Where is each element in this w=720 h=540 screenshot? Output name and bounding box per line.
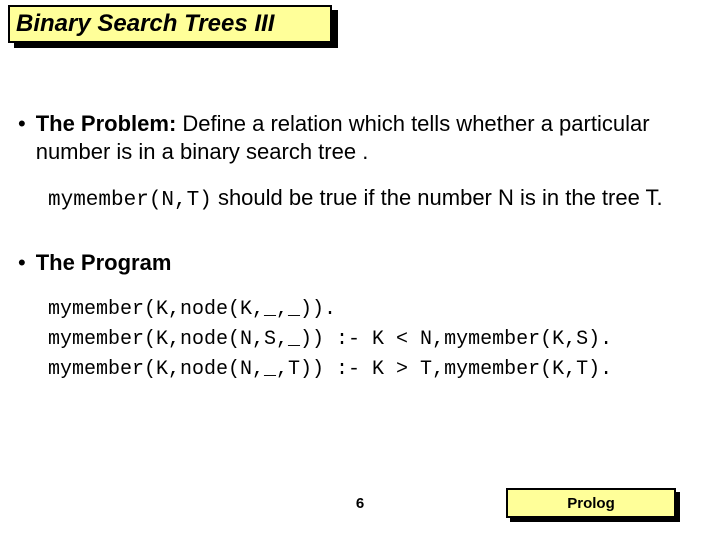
problem-label: The Problem: bbox=[36, 111, 177, 136]
code-line-3: mymember(K,node(N,_,T)) :- K > T,mymembe… bbox=[48, 358, 612, 381]
program-label: The Program bbox=[36, 249, 172, 277]
program-code: mymember(K,node(K,_,_)). mymember(K,node… bbox=[48, 295, 702, 385]
slide-title: Binary Search Trees III bbox=[16, 10, 274, 38]
bullet-problem: • The Problem: Define a relation which t… bbox=[18, 110, 702, 166]
title-box: Binary Search Trees III bbox=[8, 5, 332, 43]
bullet-problem-text: The Problem: Define a relation which tel… bbox=[36, 110, 702, 166]
content-area: • The Problem: Define a relation which t… bbox=[18, 110, 702, 385]
bullet-marker: • bbox=[18, 249, 26, 277]
problem-detail: mymember(N,T) should be true if the numb… bbox=[48, 184, 702, 215]
code-line-1: mymember(K,node(K,_,_)). bbox=[48, 298, 336, 321]
mymember-code: mymember(N,T) bbox=[48, 189, 212, 212]
code-line-2: mymember(K,node(N,S,_)) :- K < N,mymembe… bbox=[48, 328, 612, 351]
mymember-desc: should be true if the number N is in the… bbox=[212, 185, 663, 210]
bullet-program: • The Program bbox=[18, 249, 702, 277]
footer-label: Prolog bbox=[567, 495, 615, 512]
bullet-marker: • bbox=[18, 110, 26, 138]
footer-box: Prolog bbox=[506, 488, 676, 518]
